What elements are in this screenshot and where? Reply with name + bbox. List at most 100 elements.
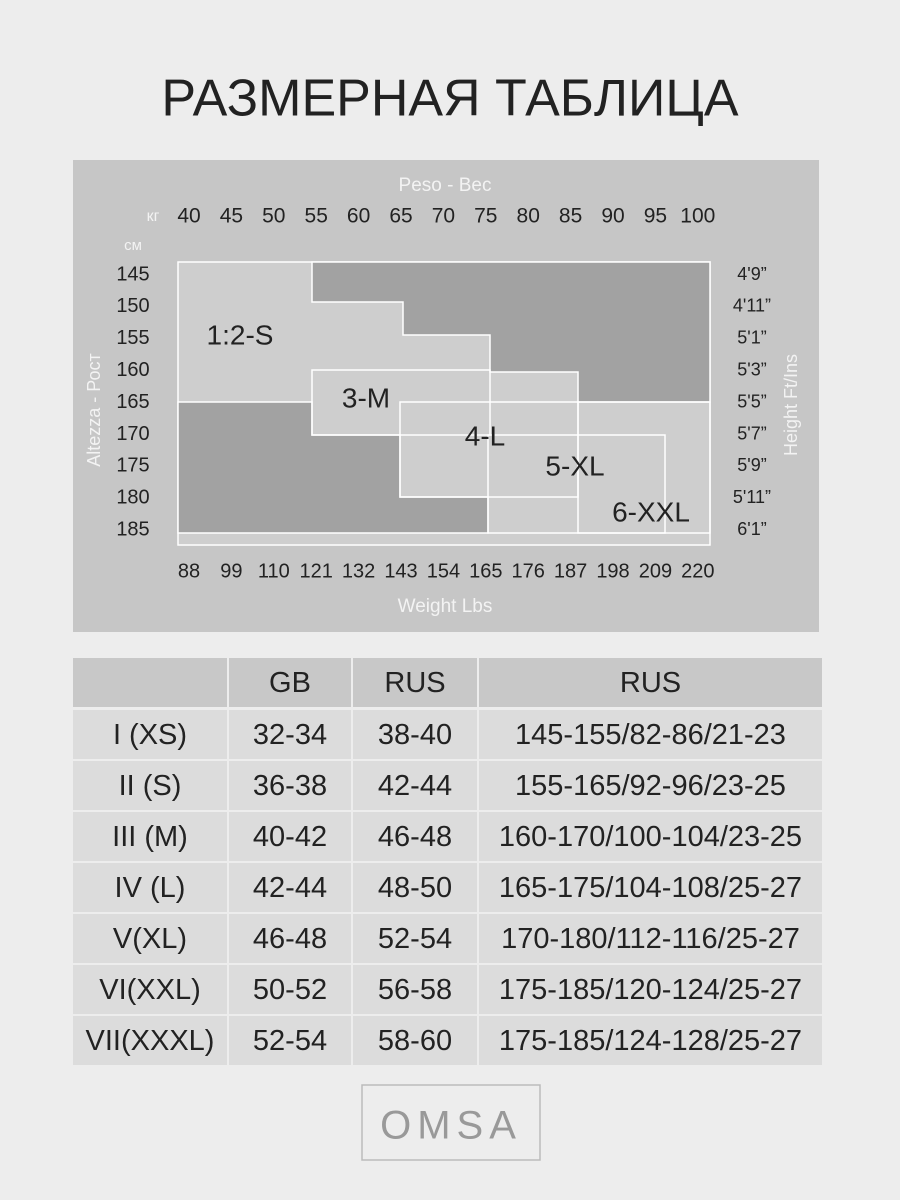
table-cell bbox=[73, 761, 227, 810]
lbs-tick: 110 bbox=[258, 560, 290, 582]
size-box bbox=[577, 401, 711, 534]
kg-tick: 75 bbox=[474, 205, 497, 228]
header-cell bbox=[353, 658, 477, 707]
table-cell bbox=[73, 710, 227, 759]
logo-frame bbox=[361, 1084, 541, 1161]
table-cell bbox=[353, 965, 477, 1014]
region-label: 4-L bbox=[465, 420, 505, 451]
cm-tick: 180 bbox=[116, 487, 149, 509]
cell-text: 40-42 bbox=[253, 821, 327, 853]
table-cell bbox=[73, 863, 227, 912]
kg-tick: 45 bbox=[220, 205, 243, 228]
unit-label: кг bbox=[147, 208, 160, 225]
cell-text: IV (L) bbox=[115, 872, 186, 904]
table-cell bbox=[479, 812, 822, 861]
table-cell bbox=[229, 710, 351, 759]
header-text: RUS bbox=[620, 667, 681, 699]
table-cell bbox=[479, 761, 822, 810]
logo: OMSA bbox=[380, 1104, 522, 1148]
table-cell bbox=[479, 965, 822, 1014]
ft-tick: 6'1” bbox=[737, 519, 766, 539]
lbs-tick: 187 bbox=[554, 560, 587, 582]
lbs-tick: 198 bbox=[596, 560, 629, 582]
region-label: 1:2-S bbox=[207, 319, 274, 350]
cell-text: 52-54 bbox=[253, 1025, 327, 1057]
cell-text: V(XL) bbox=[113, 923, 187, 955]
cell-text: 42-44 bbox=[378, 770, 452, 802]
cell-text: 145-155/82-86/21-23 bbox=[515, 719, 786, 751]
lbs-tick: 209 bbox=[639, 560, 672, 582]
cell-text: VI(XXL) bbox=[99, 974, 201, 1006]
table-cell bbox=[353, 1016, 477, 1065]
table-cell bbox=[229, 1016, 351, 1065]
table-cell bbox=[479, 863, 822, 912]
axis-title: Weight Lbs bbox=[398, 596, 493, 617]
ft-tick: 5'9” bbox=[737, 455, 766, 475]
kg-tick: 70 bbox=[432, 205, 455, 228]
lbs-tick: 165 bbox=[469, 560, 502, 582]
kg-tick: 85 bbox=[559, 205, 582, 228]
table-cell bbox=[353, 761, 477, 810]
cell-text: II (S) bbox=[119, 770, 182, 802]
kg-tick: 80 bbox=[517, 205, 540, 228]
ft-tick: 4'9” bbox=[737, 264, 766, 284]
ft-tick: 5'11” bbox=[733, 487, 771, 507]
cm-tick: 155 bbox=[116, 327, 149, 349]
lbs-tick: 99 bbox=[220, 560, 242, 582]
axis-title: Height Ft/Ins bbox=[781, 354, 801, 456]
cm-tick: 175 bbox=[116, 455, 149, 477]
kg-tick: 40 bbox=[177, 205, 200, 228]
cell-text: 52-54 bbox=[378, 923, 452, 955]
header-cell bbox=[479, 658, 822, 707]
lbs-tick: 176 bbox=[512, 560, 545, 582]
size-box bbox=[487, 434, 666, 534]
kg-tick: 100 bbox=[680, 205, 715, 228]
cell-text: III (M) bbox=[112, 821, 188, 853]
table-cell bbox=[229, 863, 351, 912]
ft-tick: 4'11” bbox=[733, 296, 771, 316]
lbs-tick: 88 bbox=[178, 560, 200, 582]
table-cell bbox=[73, 914, 227, 963]
cell-text: I (XS) bbox=[113, 719, 187, 751]
cell-text: 38-40 bbox=[378, 719, 452, 751]
table-cell bbox=[479, 914, 822, 963]
axis-title: Altezza - Рост bbox=[84, 353, 104, 467]
cell-text: 58-60 bbox=[378, 1025, 452, 1057]
kg-tick: 65 bbox=[389, 205, 412, 228]
cm-tick: 150 bbox=[116, 295, 149, 317]
cell-text: 46-48 bbox=[253, 923, 327, 955]
cell-text: 155-165/92-96/23-25 bbox=[515, 770, 786, 802]
ft-tick: 5'3” bbox=[737, 359, 766, 379]
axis-title: Peso - Вес bbox=[399, 175, 492, 196]
cm-tick: 165 bbox=[116, 391, 149, 413]
table-cell bbox=[353, 863, 477, 912]
header-text: RUS bbox=[384, 667, 445, 699]
title: РАЗМЕРНАЯ ТАБЛИЦА bbox=[161, 70, 738, 128]
cell-text: 42-44 bbox=[253, 872, 327, 904]
unit-label: см bbox=[124, 237, 142, 254]
table-cell bbox=[229, 965, 351, 1014]
cell-text: 46-48 bbox=[378, 821, 452, 853]
header-cell bbox=[73, 658, 227, 707]
lbs-tick: 132 bbox=[342, 560, 375, 582]
lbs-tick: 121 bbox=[300, 560, 333, 582]
cell-text: 50-52 bbox=[253, 974, 327, 1006]
cell-text: 160-170/100-104/23-25 bbox=[499, 821, 802, 853]
cm-tick: 160 bbox=[116, 359, 149, 381]
kg-tick: 90 bbox=[601, 205, 624, 228]
kg-tick: 95 bbox=[644, 205, 667, 228]
table-cell bbox=[353, 914, 477, 963]
table-cell bbox=[73, 965, 227, 1014]
cell-text: VII(XXXL) bbox=[86, 1025, 215, 1057]
cell-text: 175-185/124-128/25-27 bbox=[499, 1025, 802, 1057]
header-text: GB bbox=[269, 667, 311, 699]
cm-tick: 145 bbox=[116, 263, 149, 285]
region-label: 5-XL bbox=[545, 450, 604, 481]
cm-tick: 170 bbox=[116, 423, 149, 445]
kg-tick: 50 bbox=[262, 205, 285, 228]
header-cell bbox=[229, 658, 351, 707]
cell-text: 56-58 bbox=[378, 974, 452, 1006]
table-cell bbox=[479, 710, 822, 759]
region-label: 3-M bbox=[342, 382, 390, 413]
